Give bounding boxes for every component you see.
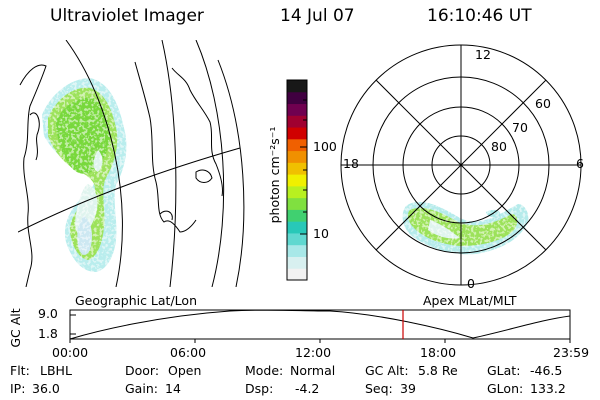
info-gcalt-key: GC Alt:: [365, 363, 409, 378]
alt-ylabel: GC Alt: [8, 308, 23, 348]
colorbar-cell: [287, 268, 307, 281]
info-dsp-value: -4.2: [295, 381, 320, 396]
info-ip-key: IP:: [10, 381, 26, 396]
colorbar-cell: [287, 91, 307, 105]
colorbar-cell: [287, 103, 307, 116]
polar-plot: [340, 44, 582, 286]
colorbar-cell: [287, 162, 307, 175]
info-flt-value: LBHL: [40, 363, 72, 378]
info-glat-key: GLat:: [487, 363, 521, 378]
info-mode-key: Mode:: [245, 363, 284, 378]
info-door-key: Door:: [125, 363, 160, 378]
geographic-label: Geographic Lat/Lon: [75, 293, 197, 308]
altitude-curve: [69, 309, 571, 340]
colorbar-cell: [287, 174, 307, 187]
mlt-label-12: 12: [475, 47, 491, 62]
colorbar: [286, 79, 308, 281]
colorbar-cell: [287, 221, 307, 234]
mlt-label-0: 0: [467, 276, 475, 291]
colorbar-cell: [287, 232, 307, 246]
info-glon-value: 133.2: [530, 381, 566, 396]
colorbar-cell: [287, 244, 307, 257]
alt-xtick-2: 12:00: [295, 345, 332, 360]
info-gain-key: Gain:: [125, 381, 158, 396]
alt-xtick-1: 06:00: [170, 345, 207, 360]
geographic-map: [18, 40, 245, 287]
colorbar-cell: [287, 80, 307, 93]
lat-label-70: 70: [512, 120, 528, 135]
header-title: Ultraviolet Imager: [50, 6, 204, 26]
mlt-label-18: 18: [343, 156, 359, 171]
coastline-east: [171, 67, 223, 197]
grid-meridian-3: [217, 59, 245, 287]
colorbar-cell: [287, 150, 307, 163]
info-glon-key: GLon:: [487, 381, 524, 396]
info-dsp-key: Dsp:: [245, 381, 274, 396]
grid-meridian-2: [195, 40, 225, 287]
info-seq-value: 39: [400, 381, 416, 396]
coastline-west: [19, 64, 47, 287]
altitude-plot: [69, 309, 571, 343]
info-flt-key: Flt:: [10, 363, 30, 378]
info-gain-value: 14: [165, 381, 181, 396]
colorbar-tick-10: 10: [313, 226, 329, 241]
info-ip-value: 36.0: [32, 381, 60, 396]
grid-parallel: [18, 147, 241, 233]
header-date: 14 Jul 07: [280, 6, 355, 26]
aurora-emission-left: [30, 70, 140, 280]
colorbar-cell: [287, 197, 307, 210]
colorbar-cell: [287, 127, 307, 140]
alt-xtick-3: 18:00: [420, 345, 457, 360]
lat-label-60: 60: [535, 96, 551, 111]
colorbar-cell: [287, 138, 307, 152]
coastline-central: [134, 61, 197, 233]
apex-label: Apex MLat/MLT: [423, 293, 517, 308]
info-gcalt-value: 5.8 Re: [418, 363, 458, 378]
colorbar-cell: [287, 115, 307, 128]
lat-label-80: 80: [491, 139, 507, 154]
info-mode-value: Normal: [290, 363, 336, 378]
alt-ytick-bottom: 1.8: [38, 326, 58, 341]
aurora-emission-polar: [400, 195, 535, 260]
grid-meridian-1: [65, 40, 123, 287]
info-seq-key: Seq:: [365, 381, 393, 396]
alt-ytick-top: 9.0: [38, 306, 58, 321]
alt-xtick-0: 00:00: [52, 345, 89, 360]
header-time: 16:10:46 UT: [427, 6, 532, 26]
info-door-value: Open: [168, 363, 202, 378]
mlt-label-6: 6: [576, 156, 584, 171]
colorbar-label: photon cm⁻²s⁻¹: [267, 126, 282, 224]
alt-xtick-4: 23:59: [553, 345, 590, 360]
colorbar-cell: [287, 256, 307, 269]
info-glat-value: -46.5: [530, 363, 563, 378]
colorbar-cell: [287, 209, 307, 222]
colorbar-cell: [287, 185, 307, 199]
colorbar-tick-100: 100: [313, 139, 337, 154]
